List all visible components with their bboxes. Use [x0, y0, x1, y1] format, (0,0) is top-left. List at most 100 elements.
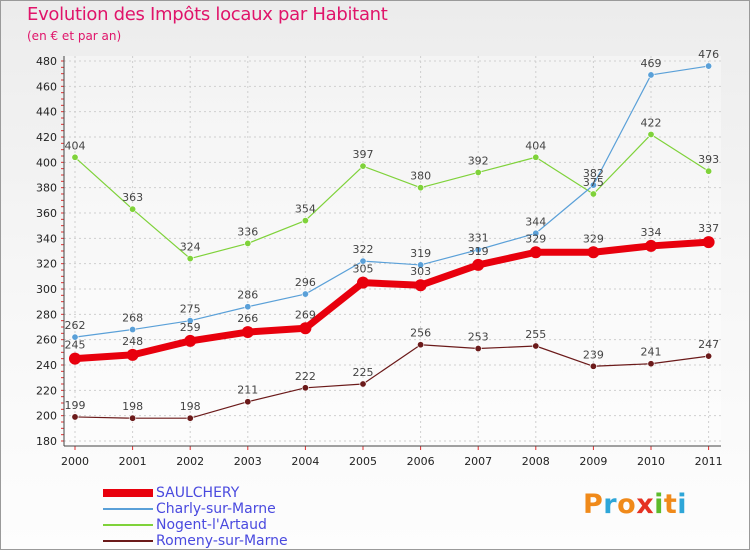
data-label: 334: [641, 226, 662, 239]
data-point: [186, 255, 194, 263]
y-tick-label: 220: [36, 384, 57, 397]
x-tick-label: 2005: [349, 455, 377, 468]
data-label: 269: [295, 308, 316, 321]
data-label: 319: [468, 245, 489, 258]
data-label: 225: [353, 366, 374, 379]
data-label: 275: [180, 303, 201, 316]
data-point: [532, 229, 540, 237]
data-label: 329: [583, 232, 604, 245]
data-point: [414, 279, 427, 292]
y-tick-label: 320: [36, 258, 57, 271]
y-tick-label: 460: [36, 80, 57, 93]
data-point: [244, 303, 252, 311]
logo-letter: r: [603, 489, 618, 520]
data-point: [129, 326, 137, 334]
y-tick-label: 380: [36, 182, 57, 195]
logo-letter: i: [677, 489, 688, 520]
data-label: 397: [353, 148, 374, 161]
data-label: 245: [65, 339, 86, 352]
data-point: [417, 261, 425, 269]
legend-swatch-nogent: [103, 524, 153, 526]
y-tick-label: 340: [36, 232, 57, 245]
data-point: [186, 317, 194, 325]
data-point: [359, 257, 367, 265]
data-label: 422: [641, 116, 662, 129]
data-label: 354: [295, 203, 316, 216]
data-point: [129, 414, 137, 422]
data-point: [186, 414, 194, 422]
data-point: [417, 341, 425, 349]
data-point: [301, 384, 309, 392]
data-point: [705, 352, 713, 360]
data-label: 393: [698, 153, 719, 166]
logo-letter: x: [636, 489, 655, 520]
data-label: 222: [295, 370, 316, 383]
data-point: [301, 290, 309, 298]
data-label: 256: [410, 327, 431, 340]
data-label: 344: [525, 215, 546, 228]
y-tick-label: 420: [36, 131, 57, 144]
y-tick-label: 280: [36, 308, 57, 321]
series-group: [69, 62, 715, 422]
data-label: 211: [237, 384, 258, 397]
data-label: 268: [122, 312, 143, 325]
chart-title: Evolution des Impôts locaux par Habitant: [27, 4, 388, 25]
data-point: [244, 239, 252, 247]
data-label: 303: [410, 265, 431, 278]
axes: 180 200 220 240 260 280 300 320 340 360 380 400 420 4…: [36, 55, 723, 468]
y-tick-label: 200: [36, 410, 57, 423]
data-label: 322: [353, 243, 374, 256]
x-tick-label: 2003: [234, 455, 262, 468]
x-tick-label: 2008: [522, 455, 550, 468]
x-tick-label: 2011: [695, 455, 723, 468]
data-label: 382: [583, 167, 604, 180]
x-tick-label: 2007: [464, 455, 492, 468]
y-tick-label: 260: [36, 334, 57, 347]
data-label: 329: [525, 232, 546, 245]
legend-swatch-charly: [103, 508, 153, 510]
series-line-nogent-l-artaud: [74, 133, 709, 260]
data-point: [589, 181, 597, 189]
legend-swatch-romeny: [103, 540, 153, 542]
data-label: 266: [237, 312, 258, 325]
data-point: [241, 326, 254, 339]
x-tick-label: 2000: [61, 455, 89, 468]
y-tick-label: 240: [36, 359, 57, 372]
series-line-romeny-sur-marne: [74, 344, 709, 419]
data-label: 337: [698, 222, 719, 235]
data-point: [301, 217, 309, 225]
data-point: [129, 205, 137, 213]
data-point: [647, 130, 655, 138]
data-point: [647, 360, 655, 368]
logo-letter: P: [583, 489, 604, 520]
data-point: [71, 413, 79, 421]
x-tick-label: 2009: [579, 455, 607, 468]
x-tick-label: 2010: [637, 455, 665, 468]
data-label: 404: [525, 139, 546, 152]
data-label: 404: [65, 139, 86, 152]
data-label: 241: [641, 346, 662, 359]
data-point: [474, 168, 482, 176]
data-label: 319: [410, 247, 431, 260]
data-label: 262: [65, 319, 86, 332]
data-point: [647, 71, 655, 79]
legend-swatch-saulchery: [103, 489, 153, 497]
data-point: [645, 239, 657, 252]
proxiti-logo: Proxiti: [583, 489, 687, 520]
data-point: [184, 334, 197, 347]
logo-letter: o: [617, 489, 637, 520]
data-label: 375: [583, 176, 604, 189]
data-point: [705, 62, 713, 70]
data-label: 247: [698, 338, 719, 351]
x-tick-label: 2001: [119, 455, 147, 468]
data-label: 253: [468, 331, 489, 344]
data-point: [69, 352, 81, 365]
data-label: 380: [410, 170, 431, 183]
data-point: [529, 246, 542, 259]
data-label: 296: [295, 276, 316, 289]
legend-label: Nogent-l'Artaud: [156, 517, 267, 533]
data-point: [359, 380, 367, 388]
data-label: 392: [468, 154, 489, 167]
data-label: 286: [237, 289, 258, 302]
data-label: 469: [641, 57, 662, 70]
